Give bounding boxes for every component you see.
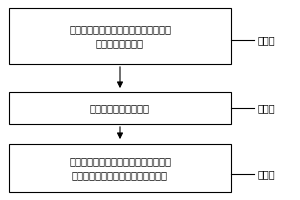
FancyBboxPatch shape (9, 92, 231, 124)
Text: 根据获取的特征，利用基于支持向量机
方法辨识出韧性断面区或脆性断面区: 根据获取的特征，利用基于支持向量机 方法辨识出韧性断面区或脆性断面区 (69, 156, 171, 180)
Text: 提取分割子区域的特征: 提取分割子区域的特征 (90, 103, 150, 113)
FancyBboxPatch shape (9, 8, 231, 64)
Text: 步骤四: 步骤四 (258, 169, 276, 179)
Text: 基于最小图割，将断口图像进行分割，
获取分割子区域；: 基于最小图割，将断口图像进行分割， 获取分割子区域； (69, 24, 171, 48)
Text: 步骤三: 步骤三 (258, 103, 276, 113)
Text: 步骤二: 步骤二 (258, 35, 276, 45)
FancyBboxPatch shape (9, 144, 231, 192)
